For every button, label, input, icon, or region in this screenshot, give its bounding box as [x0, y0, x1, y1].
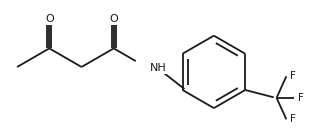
Text: NH: NH [150, 63, 167, 73]
Text: F: F [290, 71, 296, 81]
Text: O: O [109, 14, 118, 24]
Text: F: F [290, 114, 296, 124]
Text: O: O [45, 14, 54, 24]
Text: F: F [298, 93, 304, 103]
